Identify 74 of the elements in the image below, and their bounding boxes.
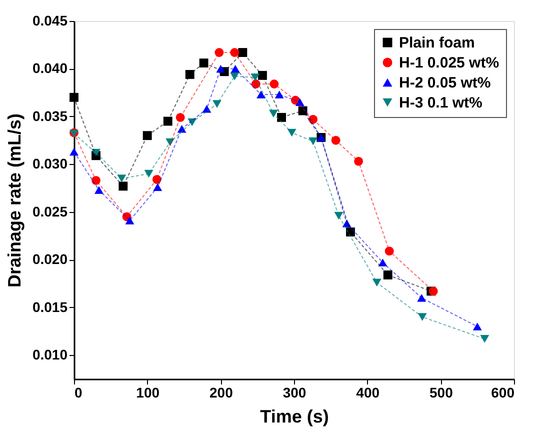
point — [216, 64, 226, 73]
point — [230, 72, 240, 80]
point — [185, 70, 194, 79]
y-tick-label: 0.025 — [32, 203, 68, 220]
point — [270, 80, 279, 88]
point — [250, 73, 260, 82]
point — [163, 116, 172, 126]
point — [230, 48, 240, 57]
point — [214, 48, 224, 57]
point — [199, 58, 208, 68]
point — [354, 156, 364, 166]
legend-label: H-3 0.1 wt% — [399, 94, 482, 112]
legend-label: Plain foam — [399, 34, 475, 52]
x-tick-label: 0 — [74, 384, 82, 400]
point — [334, 212, 344, 220]
point — [417, 294, 426, 302]
legend-label: H-2 0.05 wt% — [399, 74, 491, 92]
x-tick-label: 400 — [356, 384, 380, 400]
point — [472, 322, 482, 330]
point — [92, 148, 100, 157]
point — [202, 104, 212, 113]
point — [378, 258, 388, 266]
point — [153, 183, 162, 191]
y-tick-label: 0.040 — [32, 60, 68, 76]
point — [70, 92, 78, 102]
y-tick-label: 0.035 — [32, 108, 68, 124]
point — [212, 100, 222, 108]
point — [144, 170, 154, 178]
point — [372, 278, 382, 286]
x-tick-label: 300 — [282, 384, 306, 400]
legend-label: H-1 0.025 wt% — [399, 54, 500, 72]
y-tick-label: 0.010 — [32, 346, 68, 363]
point — [70, 148, 78, 156]
point — [298, 106, 308, 116]
point — [331, 136, 340, 145]
point — [308, 137, 318, 146]
point — [418, 313, 427, 321]
point — [256, 90, 266, 98]
point — [177, 125, 186, 133]
point — [342, 220, 352, 228]
point — [480, 335, 490, 343]
point — [346, 228, 355, 236]
point — [238, 48, 248, 57]
x-tick-label: 200 — [209, 384, 234, 400]
point — [277, 112, 286, 122]
point — [230, 64, 240, 73]
point — [295, 98, 304, 106]
point — [287, 128, 296, 137]
point — [166, 138, 175, 146]
x-tick-label: 600 — [491, 384, 515, 400]
point — [383, 270, 392, 280]
point — [118, 182, 128, 191]
point — [125, 216, 134, 224]
y-tick-label: 0.030 — [32, 156, 68, 172]
x-tick-label: 100 — [136, 384, 160, 400]
y-tick-label: 0.020 — [32, 251, 68, 268]
point — [258, 70, 267, 80]
point — [188, 118, 197, 126]
x-axis-title: Time (s) — [260, 406, 329, 426]
point — [308, 114, 318, 124]
point — [92, 176, 100, 185]
point — [268, 110, 278, 118]
x-tick-label: 500 — [429, 384, 454, 400]
y-tick-label: 0.015 — [32, 298, 68, 315]
point — [152, 175, 162, 184]
y-axis-title: Drainage rate (mL/s) — [4, 113, 24, 288]
point — [176, 112, 185, 122]
point — [94, 186, 104, 194]
point — [384, 246, 394, 256]
y-tick-label: 0.045 — [32, 12, 68, 28]
point — [142, 131, 152, 140]
point — [251, 80, 260, 88]
point — [274, 90, 284, 98]
point — [117, 174, 126, 182]
